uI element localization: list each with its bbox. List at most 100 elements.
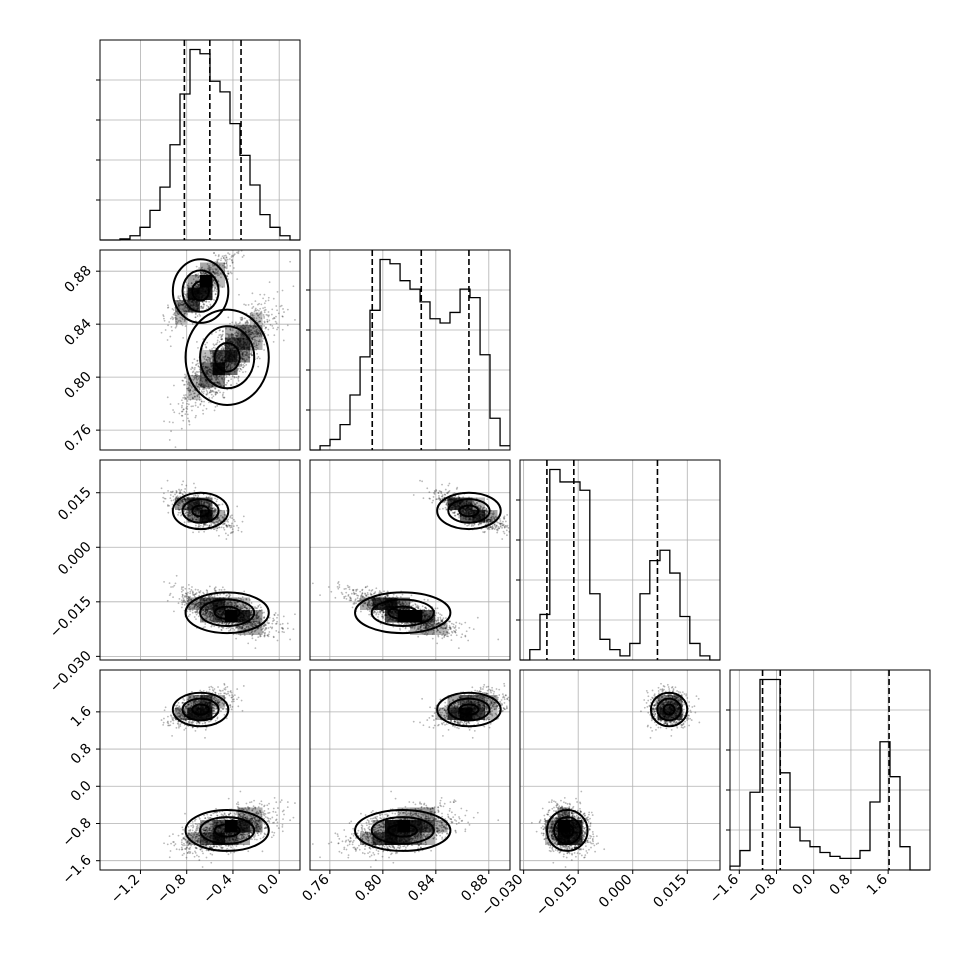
sample-dot bbox=[188, 285, 190, 287]
sample-dot bbox=[195, 385, 197, 387]
sample-dot bbox=[219, 594, 221, 596]
sample-dot bbox=[212, 395, 214, 397]
sample-dot bbox=[186, 388, 188, 390]
sample-dot bbox=[275, 630, 277, 632]
sample-dot bbox=[172, 422, 174, 424]
sample-dot bbox=[181, 588, 183, 590]
sample-dot bbox=[193, 278, 195, 280]
sample-dot bbox=[244, 351, 246, 353]
sample-dot bbox=[204, 344, 206, 346]
sample-dot bbox=[176, 326, 178, 328]
sample-dot bbox=[235, 321, 237, 323]
sample-dot bbox=[171, 316, 173, 318]
sample-dot bbox=[217, 273, 219, 275]
sample-dot bbox=[204, 509, 206, 511]
sample-dot bbox=[226, 382, 228, 384]
sample-dot bbox=[191, 312, 193, 314]
sample-dot bbox=[257, 345, 259, 347]
hist-step-2 bbox=[520, 470, 720, 660]
sample-dot bbox=[214, 282, 216, 284]
sample-dot bbox=[259, 332, 261, 334]
sample-dot bbox=[195, 305, 197, 307]
sample-dot bbox=[263, 344, 265, 346]
sample-dot bbox=[194, 369, 196, 371]
sample-dot bbox=[252, 637, 254, 639]
sample-dot bbox=[195, 313, 197, 315]
sample-dot bbox=[170, 403, 172, 405]
sample-dot bbox=[191, 607, 193, 609]
sample-dot bbox=[257, 356, 259, 358]
sample-dot bbox=[181, 607, 183, 609]
sample-dot bbox=[276, 621, 278, 623]
sample-dot bbox=[274, 317, 276, 319]
sample-dot bbox=[267, 329, 269, 331]
sample-dot bbox=[230, 385, 232, 387]
sample-dot bbox=[216, 498, 218, 500]
sample-dot bbox=[267, 321, 269, 323]
sample-dot bbox=[203, 502, 205, 504]
sample-dot bbox=[191, 297, 193, 299]
sample-dot bbox=[201, 306, 203, 308]
sample-dot bbox=[264, 294, 266, 296]
sample-dot bbox=[246, 324, 248, 326]
sample-dot bbox=[231, 523, 233, 525]
sample-dot bbox=[226, 358, 228, 360]
sample-dot bbox=[218, 255, 220, 257]
sample-dot bbox=[174, 314, 176, 316]
sample-dot bbox=[227, 252, 229, 254]
panel-frame bbox=[100, 40, 300, 240]
sample-dot bbox=[179, 317, 181, 319]
sample-dot bbox=[167, 306, 169, 308]
sample-dot bbox=[169, 421, 171, 423]
sample-dot bbox=[209, 304, 211, 306]
sample-dot bbox=[200, 293, 202, 295]
sample-dot bbox=[246, 344, 248, 346]
sample-dot bbox=[235, 334, 237, 336]
sample-dot bbox=[232, 360, 234, 362]
sample-dot bbox=[202, 627, 204, 629]
sample-dot bbox=[169, 439, 171, 441]
sample-dot bbox=[225, 344, 227, 346]
sample-dot bbox=[206, 592, 208, 594]
sample-dot bbox=[184, 320, 186, 322]
sample-dot bbox=[237, 342, 239, 344]
sample-dot bbox=[254, 607, 256, 609]
sample-dot bbox=[264, 633, 266, 635]
sample-dot bbox=[214, 596, 216, 598]
sample-dot bbox=[230, 620, 232, 622]
sample-dot bbox=[228, 335, 230, 337]
sample-dot bbox=[205, 367, 207, 369]
sample-dot bbox=[189, 608, 191, 610]
sample-dot bbox=[186, 597, 188, 599]
sample-dot bbox=[198, 386, 200, 388]
sample-dot bbox=[218, 259, 220, 261]
sample-dot bbox=[181, 407, 183, 409]
hist-step-0 bbox=[100, 50, 300, 240]
sample-dot bbox=[202, 301, 204, 303]
sample-dot bbox=[188, 584, 190, 586]
sample-dot bbox=[246, 352, 248, 354]
sample-dot bbox=[170, 430, 172, 432]
sample-dot bbox=[170, 494, 172, 496]
sample-dot bbox=[216, 361, 218, 363]
sample-dot bbox=[198, 615, 200, 617]
sample-dot bbox=[256, 622, 258, 624]
sample-dot bbox=[259, 321, 261, 323]
sample-dot bbox=[212, 343, 214, 345]
sample-dot bbox=[218, 353, 220, 355]
sample-dot bbox=[198, 267, 200, 269]
sample-dot bbox=[277, 327, 279, 329]
sample-dot bbox=[177, 297, 179, 299]
sample-dot bbox=[186, 313, 188, 315]
sample-dot bbox=[242, 371, 244, 373]
sample-dot bbox=[193, 495, 195, 497]
sample-dot bbox=[273, 341, 275, 343]
sample-dot bbox=[244, 342, 246, 344]
sample-dot bbox=[197, 291, 199, 293]
sample-dot bbox=[239, 626, 241, 628]
sample-dot bbox=[212, 365, 214, 367]
scatter-panel-1-0 bbox=[100, 250, 300, 450]
sample-dot bbox=[255, 639, 257, 641]
sample-dot bbox=[210, 286, 212, 288]
sample-dot bbox=[282, 308, 284, 310]
